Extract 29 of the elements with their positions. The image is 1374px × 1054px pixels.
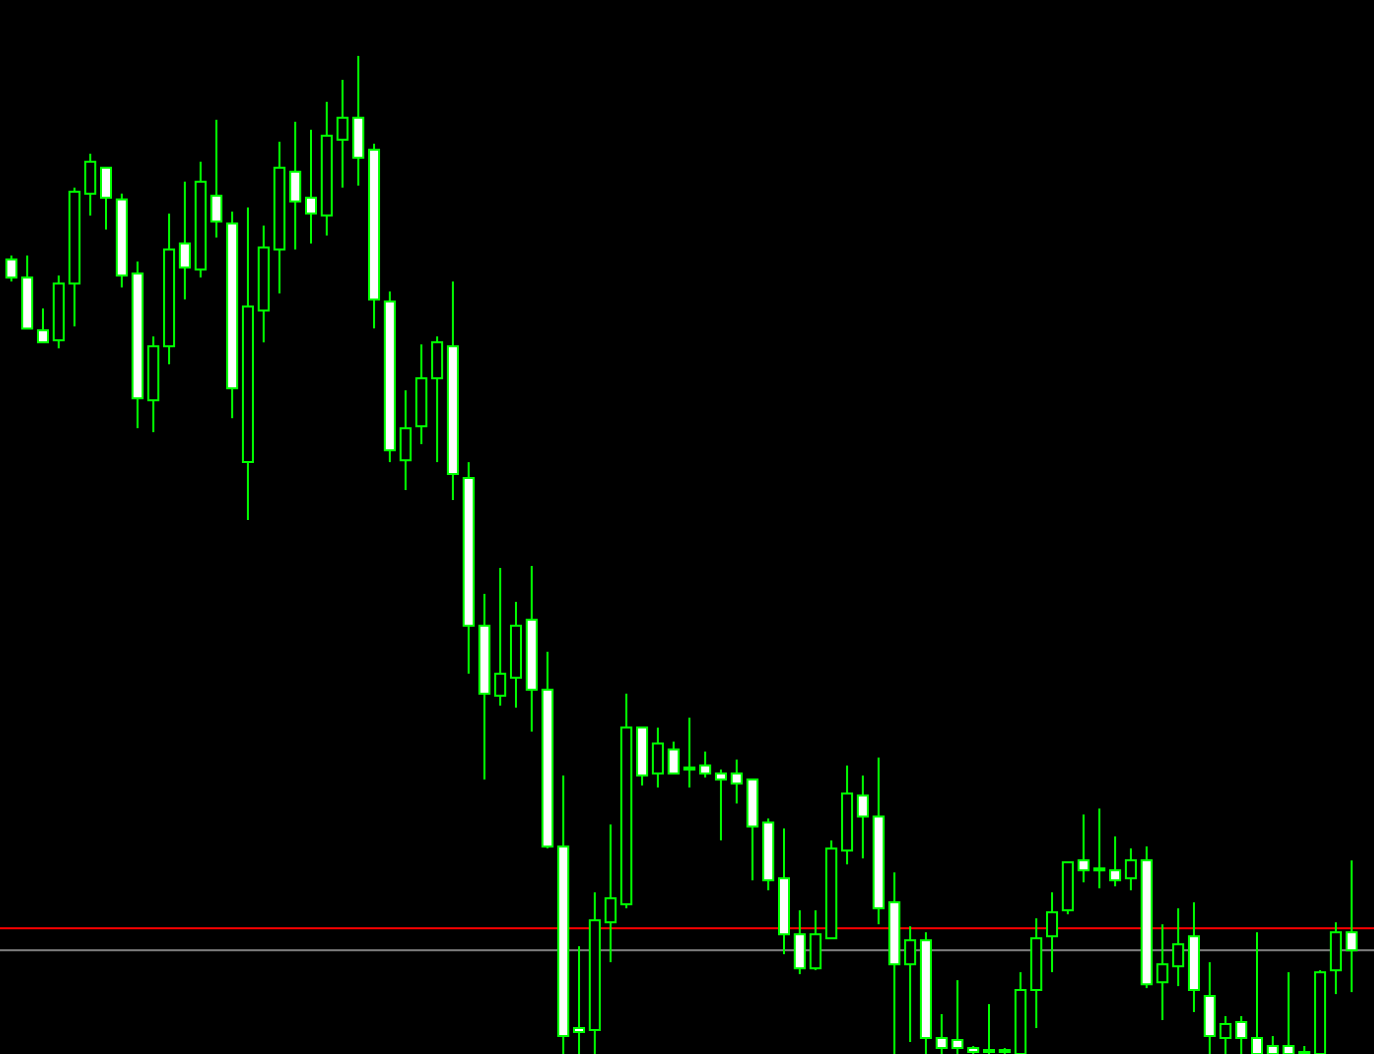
candlestick	[494, 566, 507, 707]
candlestick	[100, 166, 113, 231]
candlestick	[1251, 931, 1264, 1054]
candlestick	[699, 750, 712, 779]
candlestick	[84, 152, 97, 217]
candlestick	[982, 1003, 995, 1054]
candlestick	[36, 307, 49, 344]
candlestick	[573, 945, 586, 1054]
candlestick	[1235, 1015, 1248, 1054]
candlestick	[1046, 891, 1059, 974]
candlestick	[178, 180, 191, 301]
candlestick	[1124, 847, 1137, 892]
candlestick	[856, 774, 869, 860]
candlestick	[1345, 859, 1358, 994]
candlestick	[651, 726, 664, 789]
candlestick	[431, 335, 444, 464]
candlestick	[714, 768, 727, 842]
candlestick	[415, 343, 428, 446]
candlestick	[1329, 921, 1342, 996]
candlestick	[5, 254, 18, 283]
candlestick	[793, 909, 806, 976]
candlestick	[636, 726, 649, 787]
candlestick	[304, 128, 317, 245]
candlestick	[289, 120, 302, 251]
candlestick	[1109, 835, 1122, 888]
candlestick	[904, 925, 917, 1044]
candlestick	[1061, 861, 1074, 916]
candlestick	[399, 389, 412, 492]
candlestick	[1172, 907, 1185, 988]
